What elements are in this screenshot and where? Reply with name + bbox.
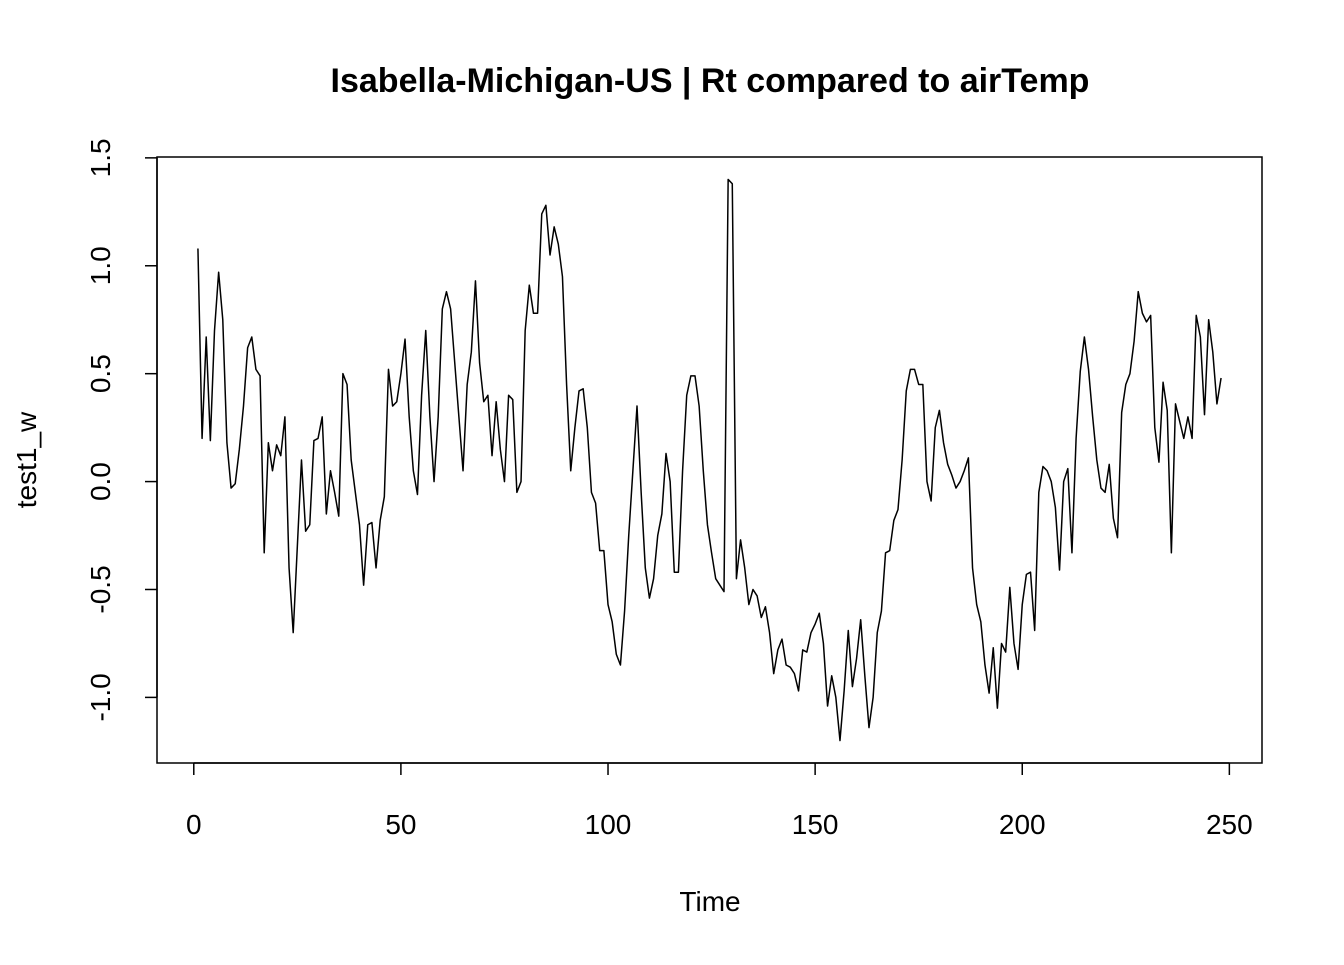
x-tick-label: 0 <box>186 809 202 840</box>
y-tick-label: -0.5 <box>85 565 116 613</box>
x-tick-label: 150 <box>792 809 839 840</box>
y-tick-label: 1.5 <box>85 138 116 177</box>
x-tick-label: 250 <box>1206 809 1253 840</box>
x-tick-label: 50 <box>385 809 416 840</box>
y-axis-label: test1_w <box>11 411 42 508</box>
x-axis-label: Time <box>679 886 740 917</box>
chart-title: Isabella-Michigan-US | Rt compared to ai… <box>331 62 1090 100</box>
y-tick-label: 1.0 <box>85 246 116 285</box>
y-tick-label: 0.5 <box>85 354 116 393</box>
y-tick-label: -1.0 <box>85 673 116 721</box>
series-line <box>197 178 1222 742</box>
x-tick-label: 200 <box>999 809 1046 840</box>
x-tick-label: 100 <box>585 809 632 840</box>
y-tick-label: 0.0 <box>85 462 116 501</box>
